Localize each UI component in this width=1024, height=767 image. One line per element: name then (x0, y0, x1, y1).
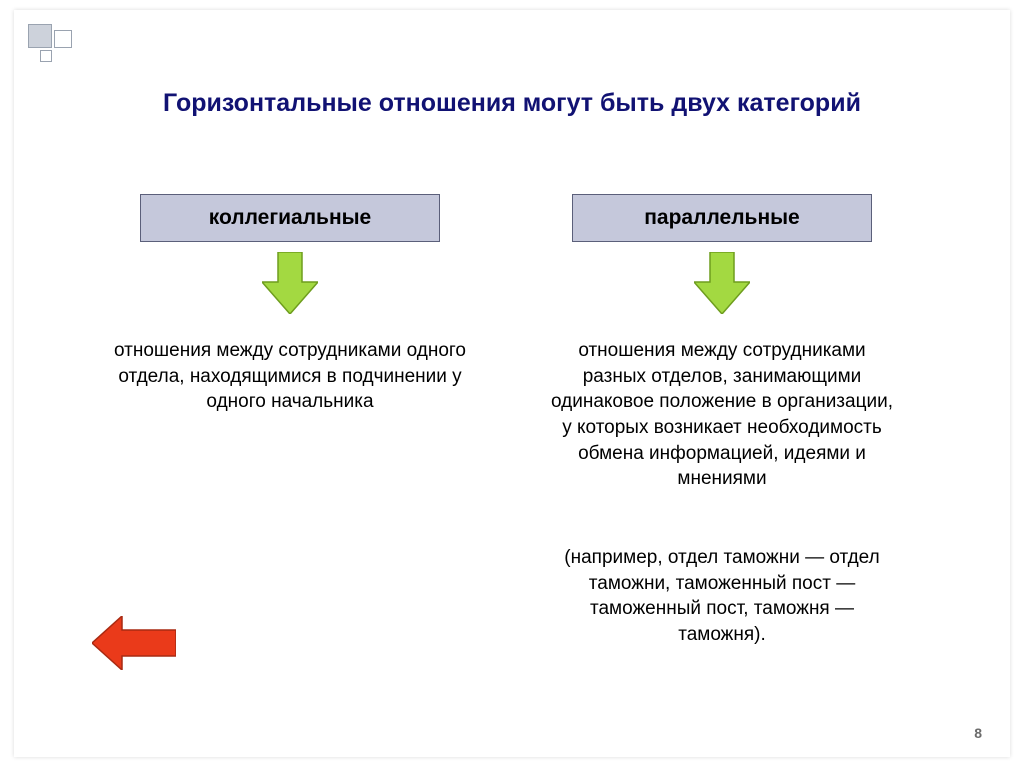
category-left-box: коллегиальные (140, 194, 440, 242)
down-arrow-icon (694, 252, 750, 319)
description-left: отношения между сотрудниками одного отде… (114, 338, 466, 415)
back-arrow-icon[interactable] (92, 616, 176, 675)
deco-square (54, 30, 72, 48)
slide-canvas: Горизонтальные отношения могут быть двух… (14, 10, 1010, 757)
category-right-label: параллельные (644, 206, 800, 230)
category-right-box: параллельные (572, 194, 872, 242)
description-example: (например, отдел таможни — отдел таможни… (546, 545, 898, 648)
description-right: отношения между сотрудниками разных отде… (546, 338, 898, 492)
deco-square (28, 24, 52, 48)
deco-square (40, 50, 52, 62)
category-left-label: коллегиальные (209, 206, 372, 230)
slide-title: Горизонтальные отношения могут быть двух… (14, 88, 1010, 119)
down-arrow-icon (262, 252, 318, 319)
page-number: 8 (974, 725, 982, 741)
